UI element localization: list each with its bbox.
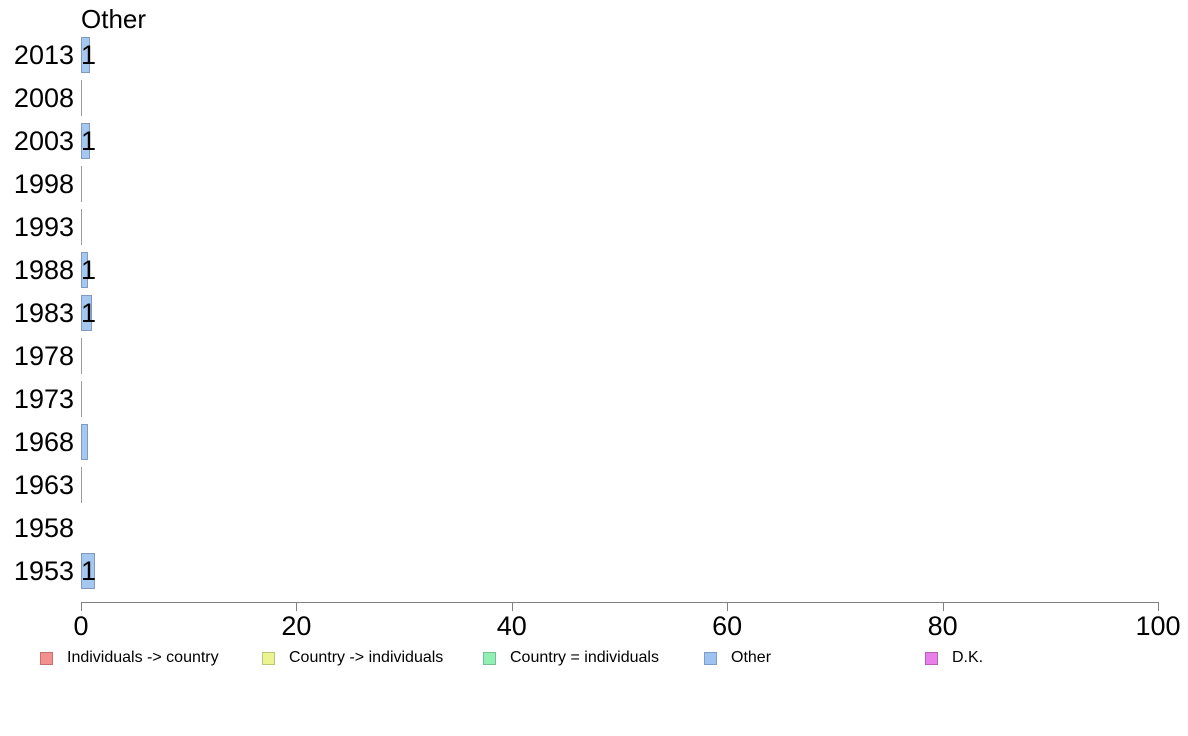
chart-row: 1958 bbox=[0, 507, 1188, 550]
x-tick bbox=[1158, 602, 1159, 611]
legend-swatch bbox=[483, 651, 496, 665]
chart-row: 1998 bbox=[0, 163, 1188, 206]
bar bbox=[81, 295, 92, 331]
year-label: 1988 bbox=[13, 255, 74, 285]
zero-value-line bbox=[81, 209, 82, 245]
bar bbox=[81, 123, 90, 159]
legend-swatch bbox=[925, 651, 938, 665]
year-label: 1998 bbox=[13, 169, 74, 199]
chart-row: 1988 1 bbox=[0, 249, 1188, 292]
bar bbox=[81, 424, 88, 460]
bar-value-label: 1 bbox=[81, 255, 97, 285]
zero-value-line bbox=[81, 467, 82, 503]
x-tick bbox=[296, 602, 298, 611]
legend-item: Other bbox=[704, 649, 771, 667]
legend-label: D.K. bbox=[952, 649, 984, 666]
chart-row: 2003 1 bbox=[0, 120, 1188, 163]
x-tick bbox=[942, 602, 944, 611]
chart-row: 1968 bbox=[0, 421, 1188, 464]
chart-row: 1978 bbox=[0, 335, 1188, 378]
bar-value-label: 1 bbox=[81, 556, 97, 586]
year-label: 1953 bbox=[13, 556, 74, 586]
bar bbox=[81, 553, 95, 589]
x-tick-label: 60 bbox=[712, 611, 743, 641]
chart-row: 1953 1 bbox=[0, 550, 1188, 593]
bar-value-label: 1 bbox=[81, 126, 97, 156]
year-label: 2003 bbox=[13, 126, 74, 156]
bar-value-label: 1 bbox=[81, 298, 97, 328]
x-tick bbox=[511, 602, 513, 611]
legend-item: Country -> individuals bbox=[262, 649, 443, 667]
zero-value-line bbox=[81, 338, 82, 374]
bar bbox=[81, 252, 88, 288]
legend-item: Individuals -> country bbox=[40, 649, 219, 667]
legend-swatch bbox=[262, 651, 275, 665]
year-label: 1983 bbox=[13, 298, 74, 328]
bar bbox=[81, 37, 90, 73]
legend-item: D.K. bbox=[925, 649, 983, 667]
x-tick-label: 80 bbox=[927, 611, 958, 641]
chart-row: 1973 bbox=[0, 378, 1188, 421]
legend-label: Country -> individuals bbox=[289, 649, 444, 666]
chart-row: 2008 bbox=[0, 77, 1188, 120]
year-label: 2013 bbox=[13, 40, 74, 70]
legend-label: Individuals -> country bbox=[67, 649, 219, 666]
zero-value-line bbox=[81, 166, 82, 202]
chart-row: 1983 1 bbox=[0, 292, 1188, 335]
chart-row: 1963 bbox=[0, 464, 1188, 507]
panel-title: Other bbox=[81, 4, 147, 34]
x-tick-label: 100 bbox=[1135, 611, 1181, 641]
year-label: 1968 bbox=[13, 427, 74, 457]
x-tick-label: 20 bbox=[281, 611, 312, 641]
x-tick-label: 40 bbox=[496, 611, 527, 641]
year-label: 1973 bbox=[13, 384, 74, 414]
chart-row: 1993 bbox=[0, 206, 1188, 249]
year-label: 1963 bbox=[13, 470, 74, 500]
x-tick-label: 0 bbox=[73, 611, 89, 641]
year-label: 1958 bbox=[13, 513, 74, 543]
legend-label: Other bbox=[731, 649, 772, 666]
year-label: 2008 bbox=[13, 83, 74, 113]
x-tick bbox=[727, 602, 729, 611]
chart-row: 2013 1 bbox=[0, 34, 1188, 77]
x-axis-line bbox=[81, 602, 1159, 603]
legend-label: Country = individuals bbox=[510, 649, 659, 666]
legend: Individuals -> country Country -> individ… bbox=[0, 649, 1188, 669]
legend-item: Country = individuals bbox=[483, 649, 659, 667]
x-tick bbox=[81, 602, 82, 611]
bar-value-label: 1 bbox=[81, 40, 97, 70]
year-label: 1978 bbox=[13, 341, 74, 371]
zero-value-line bbox=[81, 381, 82, 417]
legend-swatch bbox=[40, 651, 53, 665]
zero-value-line bbox=[81, 80, 82, 116]
year-label: 1993 bbox=[13, 212, 74, 242]
legend-swatch bbox=[704, 651, 717, 665]
